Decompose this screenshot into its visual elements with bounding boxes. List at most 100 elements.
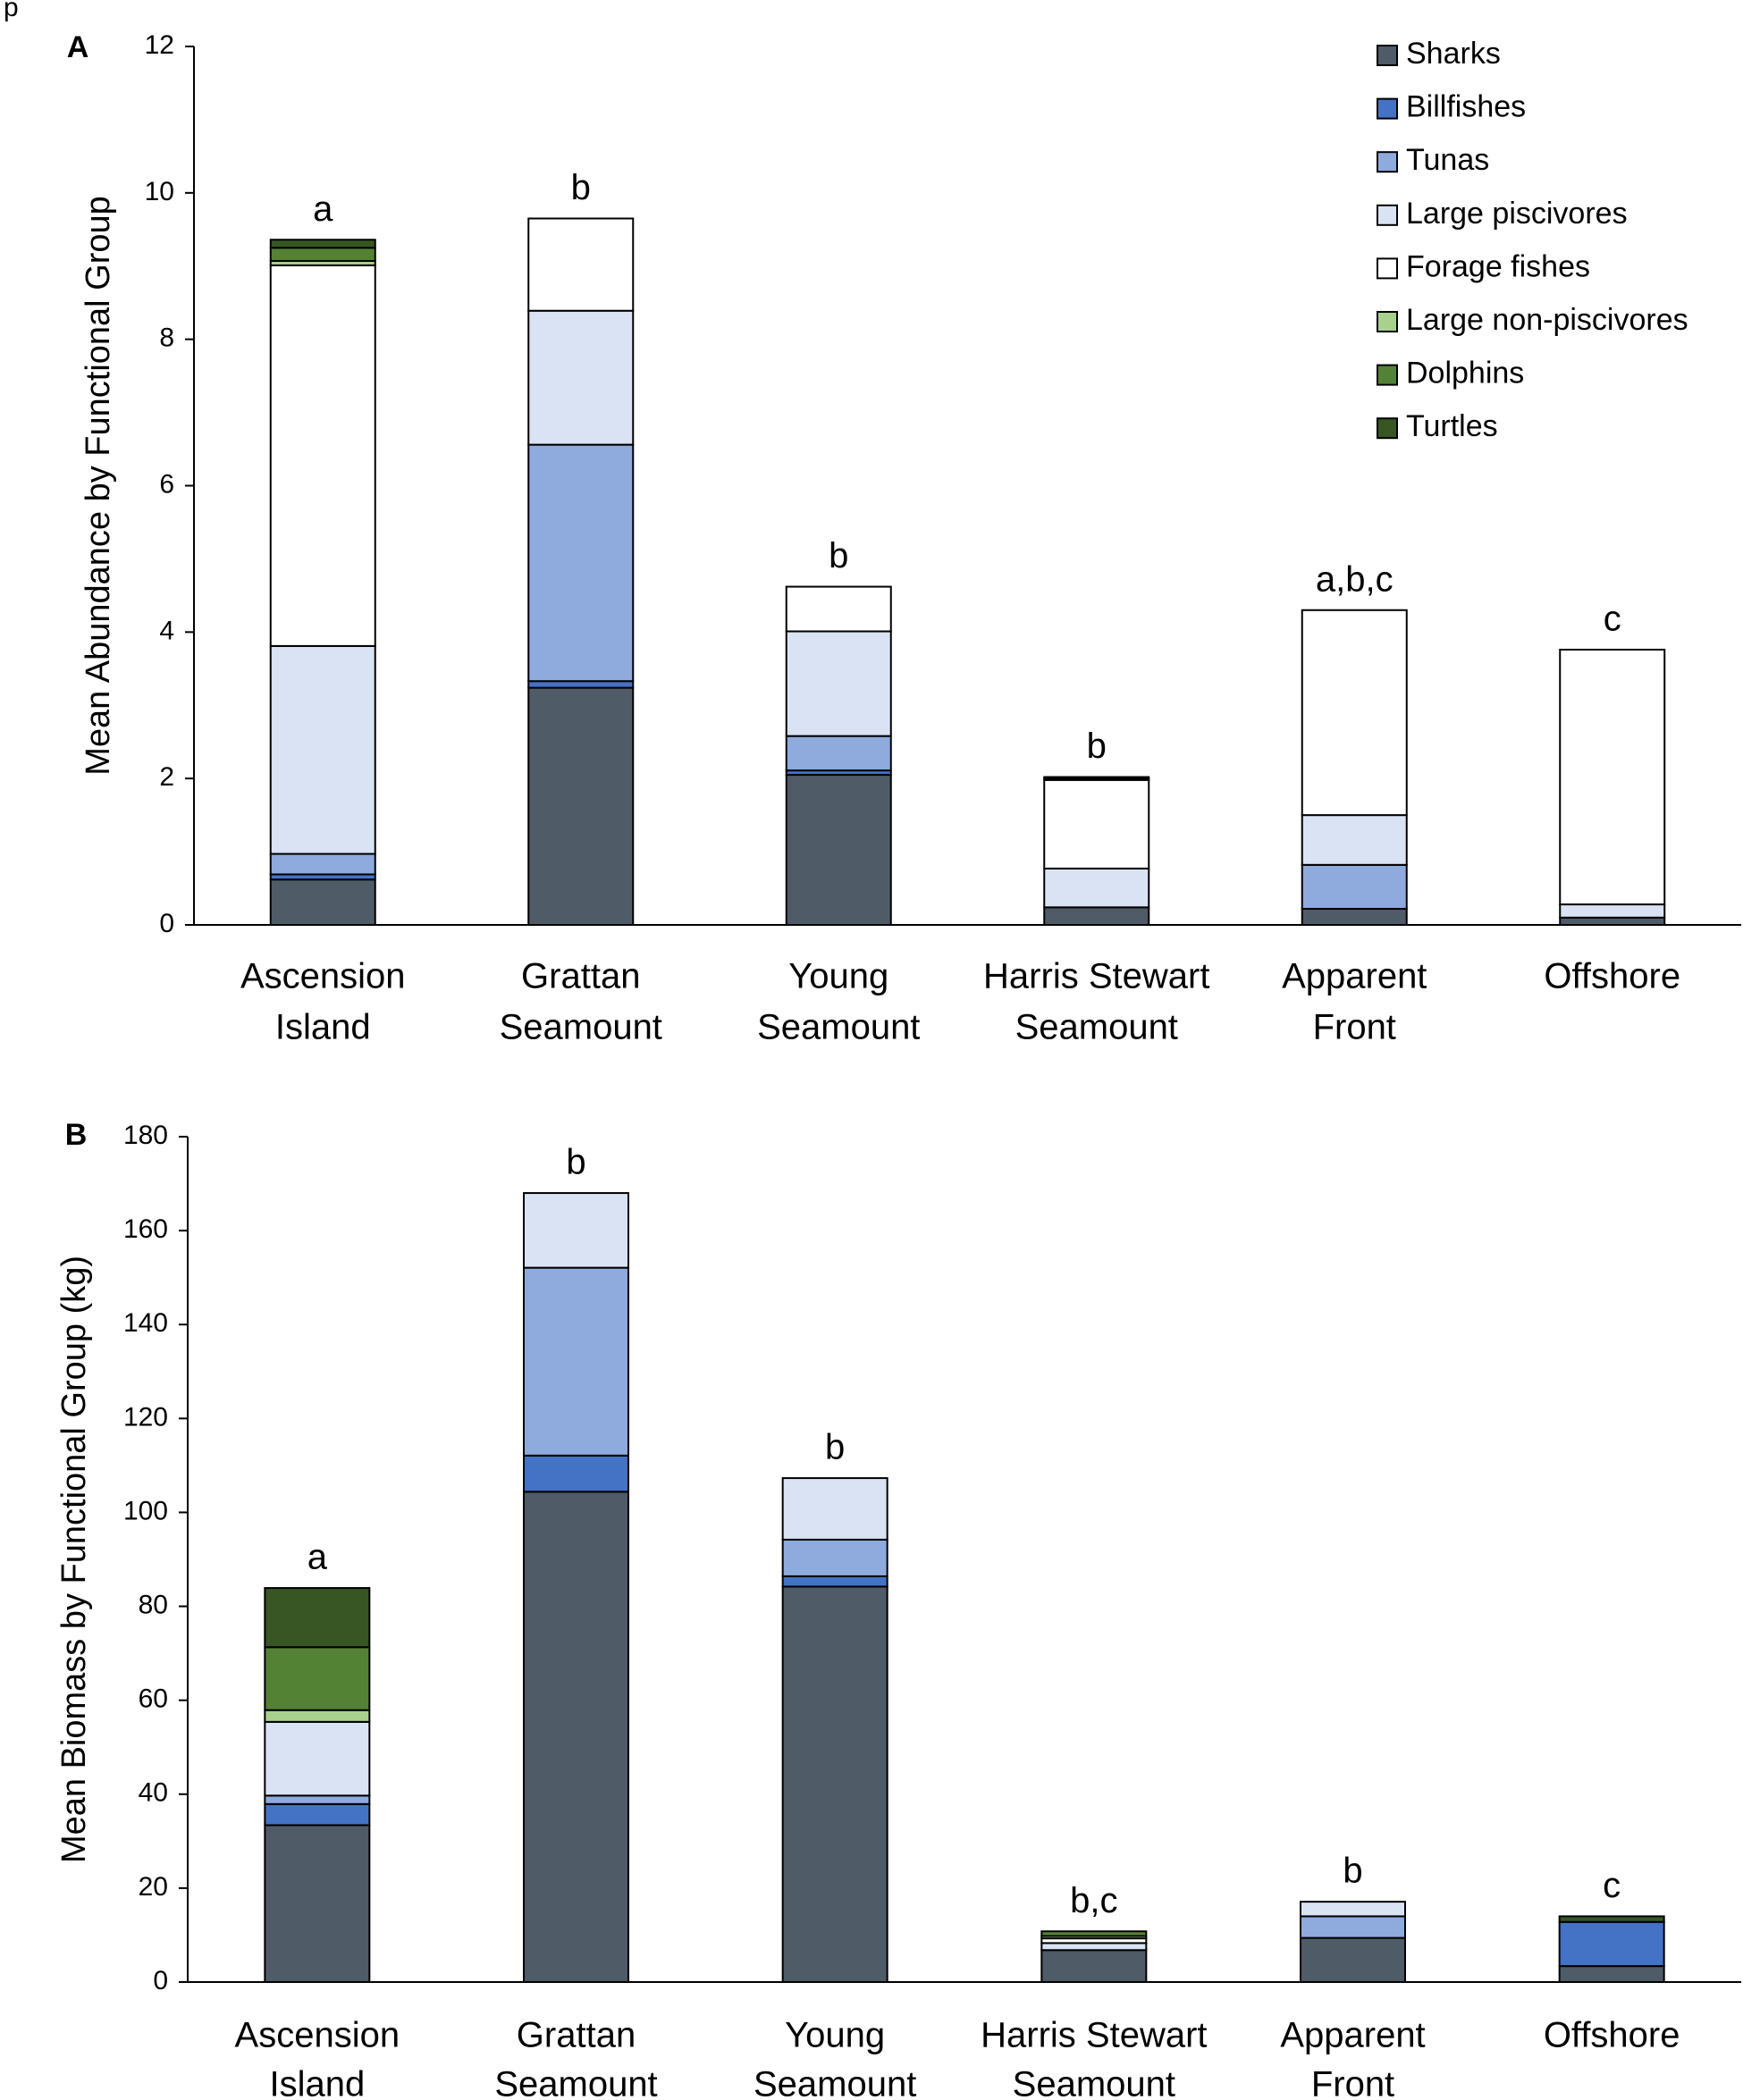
page-label: p — [4, 0, 19, 22]
x-tick-label: Offshore — [1544, 957, 1680, 996]
legend-label: Tunas — [1406, 143, 1489, 177]
bar-segment — [527, 309, 635, 446]
bar-segment — [269, 239, 376, 249]
bar-annotation: b — [829, 536, 848, 575]
bar-annotation: a,b,c — [1316, 559, 1394, 599]
legend-swatch — [1377, 257, 1398, 280]
bar-segment — [269, 878, 376, 927]
x-tick-label: Front — [1311, 2065, 1394, 2100]
bar-annotation: b — [825, 1428, 845, 1467]
bar-segment — [269, 247, 376, 263]
x-tick-label: Seamount — [494, 2065, 657, 2100]
x-tick-label: Apparent — [1280, 2016, 1425, 2055]
bar-segment — [1558, 1965, 1665, 1983]
bar-annotation: b — [1343, 1852, 1362, 1891]
bar-segment — [781, 1585, 888, 1983]
y-tick-label: 2 — [159, 762, 174, 792]
y-tick-label: 140 — [123, 1308, 168, 1338]
bar-segment — [527, 443, 635, 683]
bar-segment — [269, 853, 376, 876]
bar-annotation: b — [571, 168, 591, 207]
bar-segment — [1558, 1915, 1665, 1923]
legend-label: Large piscivores — [1406, 197, 1628, 231]
legend-label: Forage fishes — [1406, 249, 1590, 283]
legend-label: Turtles — [1406, 409, 1498, 443]
bar-segment — [1301, 863, 1408, 910]
y-tick-label: 0 — [153, 1966, 168, 1995]
x-tick-label: Seamount — [754, 2065, 916, 2100]
bar-segment — [785, 735, 892, 772]
bar-segment — [781, 1538, 888, 1577]
bar-segment — [264, 1824, 371, 1984]
y-tick-label: 20 — [139, 1872, 168, 1902]
bar-segment — [264, 1794, 371, 1805]
panel-label: B — [65, 1118, 88, 1152]
bar-annotation: b,c — [1070, 1881, 1117, 1920]
x-tick-label: Harris Stewart — [983, 957, 1209, 996]
bar-segment — [264, 1802, 371, 1827]
x-tick-label: Seamount — [757, 1008, 920, 1047]
bar-segment — [269, 644, 376, 855]
y-tick-label: 0 — [159, 909, 174, 938]
bar-segment — [264, 1709, 371, 1723]
legend-swatch — [1377, 417, 1398, 440]
bar-segment — [1301, 814, 1408, 866]
bar-segment — [1040, 1930, 1148, 1937]
bar-segment — [523, 1454, 629, 1493]
bar-segment — [1040, 1949, 1148, 1983]
bar-segment — [1559, 648, 1666, 906]
bar-segment — [1300, 1936, 1406, 1983]
bar-segment — [523, 1266, 629, 1457]
x-tick-label: Ascension — [235, 2016, 400, 2055]
y-tick-label: 6 — [159, 469, 174, 499]
y-tick-label: 4 — [159, 616, 174, 645]
x-tick-label: Ascension — [240, 957, 406, 996]
legend-swatch — [1377, 151, 1398, 173]
bar-segment — [1558, 1920, 1665, 1968]
bar-segment — [527, 680, 635, 689]
bar-segment — [1301, 907, 1408, 926]
y-tick-label: 160 — [123, 1214, 168, 1244]
bar-segment — [1043, 867, 1150, 909]
bar-segment — [527, 686, 635, 927]
x-tick-label: Young — [788, 957, 888, 996]
legend-swatch — [1377, 97, 1398, 120]
y-tick-label: 80 — [139, 1590, 168, 1619]
x-tick-label: Grattan — [521, 957, 640, 996]
bar-segment — [269, 264, 376, 647]
x-tick-label: Seamount — [1015, 1008, 1178, 1047]
y-axis-label: Mean Abundance by Functional Group — [80, 196, 117, 776]
bar-segment — [785, 630, 892, 737]
bar-segment — [785, 774, 892, 927]
x-tick-label: Offshore — [1544, 2016, 1680, 2055]
legend-label: Billfishes — [1406, 90, 1526, 124]
legend-label: Dolphins — [1406, 357, 1524, 391]
bar-annotation: c — [1604, 600, 1621, 639]
legend-label: Sharks — [1406, 37, 1501, 71]
bar-segment — [1559, 903, 1666, 919]
bar-annotation: b — [566, 1143, 585, 1182]
bar-segment — [1301, 609, 1408, 817]
bar-segment — [523, 1491, 629, 1983]
x-tick-label: Apparent — [1282, 957, 1427, 996]
legend-swatch — [1377, 45, 1398, 66]
bar-segment — [264, 1587, 371, 1649]
legend-swatch — [1377, 364, 1398, 386]
bar-annotation: c — [1603, 1866, 1621, 1905]
legend-swatch — [1377, 311, 1398, 332]
y-tick-label: 8 — [159, 323, 174, 353]
x-tick-label: Grattan — [517, 2016, 636, 2055]
x-tick-label: Island — [269, 2065, 365, 2100]
x-tick-label: Front — [1313, 1008, 1396, 1047]
bar-segment — [1043, 776, 1150, 780]
x-tick-label: Harris Stewart — [981, 2016, 1207, 2055]
x-tick-label: Island — [275, 1008, 371, 1047]
y-tick-label: 180 — [123, 1121, 168, 1150]
bar-segment — [264, 1646, 371, 1711]
bar-segment — [1300, 1915, 1406, 1939]
bar-segment — [781, 1477, 888, 1541]
y-tick-label: 120 — [123, 1402, 168, 1432]
y-tick-label: 60 — [139, 1684, 168, 1714]
y-tick-label: 12 — [145, 30, 174, 60]
y-tick-label: 10 — [145, 177, 174, 206]
